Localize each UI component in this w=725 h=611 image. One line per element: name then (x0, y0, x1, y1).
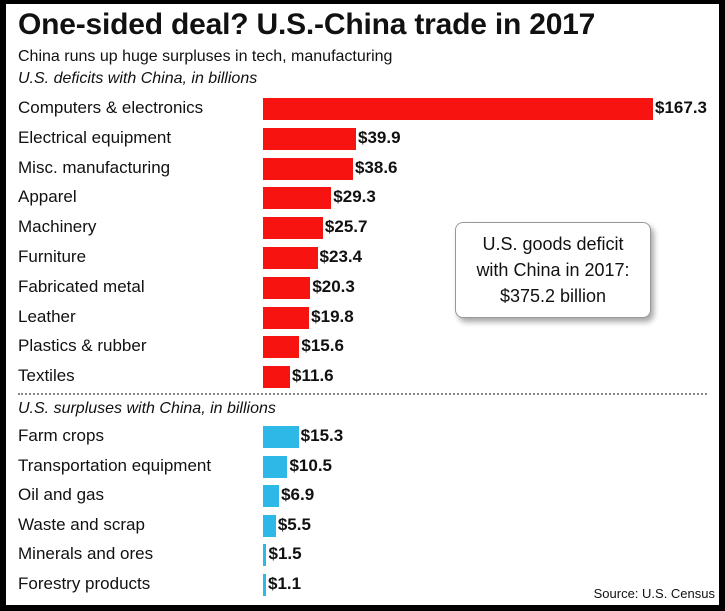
value-label: $23.4 (319, 247, 363, 266)
bar (263, 485, 280, 508)
bar (263, 276, 311, 299)
bar (263, 247, 318, 269)
bar (263, 366, 291, 389)
category-label: Electrical equipment (18, 127, 172, 147)
bar-row: Minerals and ores $1.5 (6, 540, 719, 570)
bar-row: Misc. manufacturing $38.6 (6, 154, 719, 184)
bar (263, 157, 353, 180)
bar (263, 544, 267, 567)
bar (263, 127, 356, 150)
value-label: $11.6 (292, 366, 334, 386)
bar (263, 306, 310, 329)
value-label: $10.5 (289, 455, 333, 475)
category-label: Forestry products (18, 574, 151, 593)
bar-row: Furniture $23.4 (6, 243, 719, 273)
chart-subtitle: China runs up huge surpluses in tech, ma… (18, 48, 393, 65)
bar-row: Farm crops $15.3 (6, 422, 719, 452)
callout-line-1: U.S. goods deficit (482, 234, 624, 254)
chart-title: One-sided deal? U.S.-China trade in 2017 (18, 8, 596, 41)
category-label: Textiles (18, 366, 75, 386)
bar-row: Plastics & rubber $15.6 (6, 332, 719, 362)
bar (263, 514, 276, 537)
source-note: Source: U.S. Census (593, 586, 715, 601)
value-label: $1.1 (268, 574, 302, 593)
category-label: Fabricated metal (18, 276, 145, 296)
bar-row: Transportation equipment $10.5 (6, 452, 719, 482)
bar-row: Waste and scrap $5.5 (6, 511, 719, 541)
category-label: Misc. manufacturing (18, 157, 171, 177)
category-label: Minerals and ores (18, 544, 154, 564)
bar-row: Machinery $25.7 (6, 213, 719, 243)
surpluses-section-heading: U.S. surpluses with China, in billions (18, 400, 276, 417)
value-label: $6.9 (281, 485, 315, 505)
bar (263, 187, 332, 210)
bar (263, 426, 299, 448)
category-label: Apparel (18, 187, 77, 207)
value-label: $5.5 (277, 514, 311, 534)
category-label: Plastics & rubber (18, 336, 147, 356)
bar-row: Apparel $29.3 (6, 183, 719, 213)
bar-row: Oil and gas $6.9 (6, 481, 719, 511)
bar (263, 98, 653, 120)
deficits-section-heading: U.S. deficits with China, in billions (18, 70, 258, 87)
category-label: Computers & electronics (18, 98, 204, 117)
value-label: $167.3 (655, 98, 707, 117)
category-label: Oil and gas (18, 485, 104, 505)
category-label: Farm crops (18, 426, 104, 445)
callout-line-2: with China in 2017: (476, 260, 630, 280)
value-label: $25.7 (324, 217, 368, 237)
value-label: $20.3 (312, 276, 355, 296)
bar-row: Electrical equipment $39.9 (6, 124, 719, 154)
bar (263, 574, 266, 596)
value-label: $1.5 (268, 544, 302, 564)
bar (263, 336, 300, 359)
category-label: Machinery (18, 217, 97, 237)
category-label: Waste and scrap (18, 514, 145, 534)
bar-row: Fabricated metal $20.3 (6, 273, 719, 303)
category-label: Furniture (18, 247, 87, 266)
value-label: $38.6 (354, 157, 398, 177)
bar-row: Forestry products $1.1 (6, 570, 719, 600)
value-label: $15.6 (301, 336, 344, 356)
callout-line-3: $375.2 billion (499, 286, 607, 306)
total-deficit-callout: U.S. goods deficit with China in 2017: $… (455, 222, 651, 318)
category-label: Leather (18, 306, 76, 326)
category-label: Transportation equipment (18, 455, 212, 475)
bar-row: Leather $19.8 (6, 303, 719, 333)
value-label: $15.3 (300, 426, 344, 445)
bar (263, 455, 288, 478)
chart-frame: One-sided deal? U.S.-China trade in 2017… (6, 4, 719, 605)
bar-row: Computers & electronics $167.3 (6, 94, 719, 124)
value-label: $29.3 (333, 187, 376, 207)
bar (263, 217, 323, 240)
bar-row: Textiles $11.6 (6, 362, 719, 392)
value-label: $19.8 (311, 306, 354, 326)
section-divider (18, 393, 707, 395)
value-label: $39.9 (358, 127, 401, 147)
